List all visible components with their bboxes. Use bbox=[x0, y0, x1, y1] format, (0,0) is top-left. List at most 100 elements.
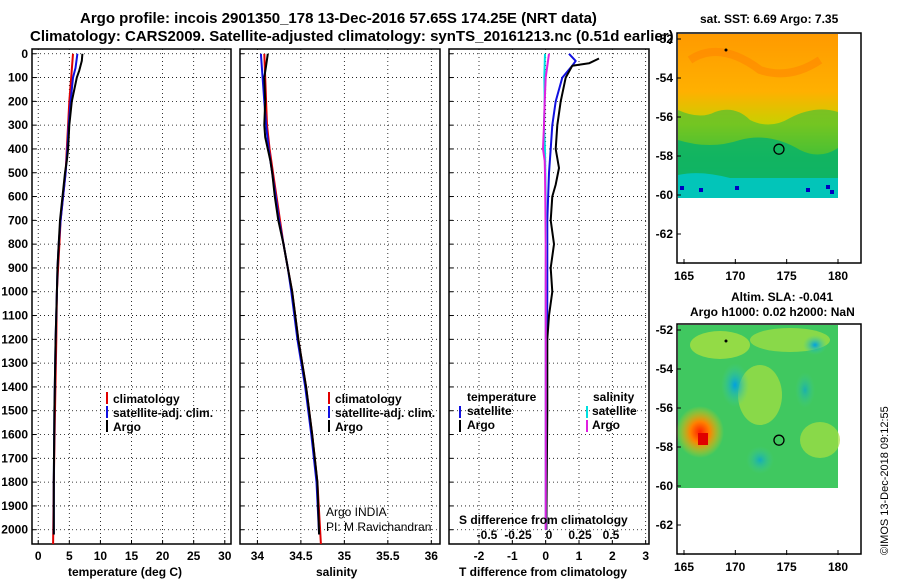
lat-tick-label: -54 bbox=[656, 362, 674, 376]
sla-map-title-2: Argo h1000: 0.02 h2000: NaN bbox=[690, 305, 855, 319]
x-tick-label: 35 bbox=[338, 549, 352, 563]
lat-tick-label: -58 bbox=[656, 440, 674, 454]
x-tick-label: 0 bbox=[542, 549, 549, 563]
x-tick-label: 3 bbox=[642, 549, 649, 563]
legend-label-t-argo: Argo bbox=[467, 418, 495, 432]
s-diff-tick-label: 0.5 bbox=[603, 528, 620, 542]
legend-swatch-argo bbox=[328, 420, 330, 432]
argo-program-note: Argo INDIA bbox=[326, 505, 387, 519]
legend-label-s-argo: Argo bbox=[592, 418, 620, 432]
legend-title-temperature: temperature bbox=[467, 390, 537, 404]
lon-tick-label: 180 bbox=[828, 269, 848, 283]
sla-float-marker bbox=[773, 434, 785, 446]
x-tick-label: 34 bbox=[251, 549, 265, 563]
sla-map-title-1: Altim. SLA: -0.041 bbox=[731, 290, 833, 304]
legend-swatch-argo bbox=[106, 420, 108, 432]
legend-swatch-satellite bbox=[328, 406, 330, 418]
depth-tick-label: 800 bbox=[8, 237, 28, 251]
depth-tick-label: 300 bbox=[8, 118, 28, 132]
depth-tick-label: 1100 bbox=[2, 309, 28, 323]
salinity-panel: 34 34.5 35 35.5 36 salinity Argo INDIA PI: M… bbox=[239, 48, 441, 579]
legend-swatch-climatology bbox=[106, 392, 108, 404]
legend-swatch-satellite bbox=[106, 406, 108, 418]
depth-tick-label: 400 bbox=[8, 142, 28, 156]
sla-map: Altim. SLA: -0.041 Argo h1000: 0.02 h200… bbox=[656, 290, 862, 574]
lon-tick-label: 165 bbox=[674, 269, 694, 283]
s-diff-tick-label: 0 bbox=[546, 528, 553, 542]
sst-float-marker bbox=[773, 143, 785, 155]
legend-swatch-t-argo bbox=[459, 420, 461, 432]
legend-label-t-satellite: satellite bbox=[467, 404, 512, 418]
x-tick-label: 30 bbox=[218, 549, 232, 563]
title-line-1: Argo profile: incois 2901350_178 13-Dec-… bbox=[80, 10, 597, 27]
lon-tick-label: 180 bbox=[828, 560, 848, 574]
series-line-argo bbox=[263, 53, 321, 535]
depth-tick-label: 200 bbox=[8, 94, 28, 108]
x-tick-label: 36 bbox=[425, 549, 439, 563]
lon-tick-label: 175 bbox=[777, 269, 797, 283]
legend-label-argo: Argo bbox=[335, 420, 363, 434]
sst-map: sat. SST: 6.69 Argo: 7.35 165 170 175 180 -5… bbox=[656, 12, 862, 283]
depth-tick-label: 900 bbox=[8, 261, 28, 275]
title-line-2: Climatology: CARS2009. Satellite-adjuste… bbox=[30, 28, 674, 45]
depth-tick-label: 1200 bbox=[1, 332, 28, 346]
legend-label-satellite: satellite-adj. clim. bbox=[113, 406, 213, 420]
x-tick-label: -2 bbox=[474, 549, 485, 563]
lat-tick-label: -52 bbox=[656, 323, 674, 337]
x-tick-label: 34.5 bbox=[289, 549, 313, 563]
s-diff-tick-label: -0.5 bbox=[477, 528, 498, 542]
lon-tick-label: 175 bbox=[777, 560, 797, 574]
salinity-legend: climatology satellite-adj. clim. Argo bbox=[328, 392, 435, 434]
sst-field bbox=[678, 34, 838, 198]
difference-legend: temperature satellite Argo salinity sate… bbox=[459, 390, 637, 432]
legend-swatch-t-satellite bbox=[459, 406, 461, 418]
salinity-axis-label: salinity bbox=[316, 565, 358, 579]
lat-tick-label: -60 bbox=[656, 188, 674, 202]
x-tick-label: 2 bbox=[609, 549, 616, 563]
depth-tick-label: 1700 bbox=[1, 451, 28, 465]
lon-tick-label: 170 bbox=[725, 560, 745, 574]
series-line-satellite-adj-clim- bbox=[259, 53, 321, 535]
pi-note: PI: M Ravichandran bbox=[326, 520, 431, 534]
x-tick-label: 10 bbox=[94, 549, 108, 563]
legend-label-argo: Argo bbox=[113, 420, 141, 434]
depth-tick-label: 1300 bbox=[1, 356, 28, 370]
depth-tick-label: 0 bbox=[21, 47, 28, 61]
series-line-salinity-argo bbox=[542, 53, 550, 530]
lat-tick-label: -58 bbox=[656, 149, 674, 163]
x-tick-label: 20 bbox=[156, 549, 170, 563]
depth-tick-label: 600 bbox=[8, 190, 28, 204]
lat-tick-label: -60 bbox=[656, 479, 674, 493]
series-line-temperature-argo bbox=[545, 57, 600, 530]
depth-tick-label: 1500 bbox=[1, 404, 28, 418]
lon-tick-label: 165 bbox=[674, 560, 694, 574]
legend-swatch-s-argo bbox=[586, 420, 588, 432]
depth-tick-label: 500 bbox=[8, 166, 28, 180]
lat-tick-label: -62 bbox=[656, 227, 674, 241]
depth-tick-label: 1900 bbox=[1, 499, 28, 513]
lat-tick-label: -62 bbox=[656, 518, 674, 532]
sst-dot bbox=[724, 48, 728, 52]
x-tick-label: 35.5 bbox=[376, 549, 400, 563]
legend-label-climatology: climatology bbox=[113, 392, 180, 406]
depth-tick-label: 1400 bbox=[1, 380, 28, 394]
lon-tick-label: 170 bbox=[725, 269, 745, 283]
temperature-legend: climatology satellite-adj. clim. Argo bbox=[106, 392, 213, 434]
x-tick-label: 1 bbox=[576, 549, 583, 563]
lat-tick-label: -52 bbox=[656, 32, 674, 46]
depth-tick-label: 1800 bbox=[1, 475, 28, 489]
x-tick-label: 5 bbox=[66, 549, 73, 563]
depth-tick-label: 2000 bbox=[1, 523, 28, 537]
legend-swatch-climatology bbox=[328, 392, 330, 404]
legend-title-salinity: salinity bbox=[593, 390, 635, 404]
depth-tick-label: 1000 bbox=[1, 285, 28, 299]
x-tick-label: -1 bbox=[507, 549, 518, 563]
x-tick-label: 0 bbox=[35, 549, 42, 563]
t-difference-axis-label: T difference from climatology bbox=[459, 565, 627, 579]
s-diff-tick-label: 0.25 bbox=[568, 528, 592, 542]
sla-field bbox=[676, 325, 840, 488]
s-diff-tick-label: -0.25 bbox=[504, 528, 532, 542]
legend-label-climatology: climatology bbox=[335, 392, 402, 406]
x-tick-label: 15 bbox=[125, 549, 139, 563]
